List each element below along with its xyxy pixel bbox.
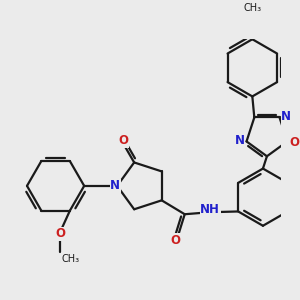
Text: CH₃: CH₃ bbox=[243, 3, 261, 13]
Text: O: O bbox=[290, 136, 299, 149]
Text: N: N bbox=[281, 110, 291, 123]
Text: O: O bbox=[171, 234, 181, 247]
Text: CH₃: CH₃ bbox=[62, 254, 80, 264]
Text: N: N bbox=[110, 179, 120, 192]
Text: N: N bbox=[235, 134, 245, 147]
Text: NH: NH bbox=[200, 203, 220, 216]
Text: O: O bbox=[118, 134, 128, 147]
Text: O: O bbox=[55, 227, 65, 240]
